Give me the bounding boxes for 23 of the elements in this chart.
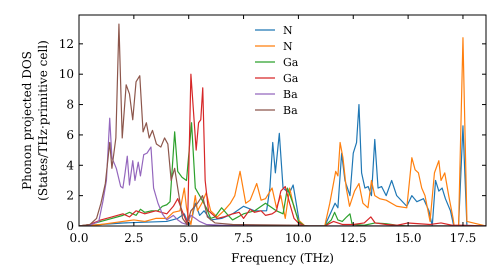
x-axis-title: Frequency (THz) — [231, 251, 334, 265]
y-tick-label: 6 — [66, 128, 74, 142]
x-tick-label: 0.0 — [69, 231, 89, 245]
legend-label: N — [283, 40, 293, 53]
x-tick-label: 5.0 — [179, 231, 198, 245]
legend-label: Ba — [283, 104, 298, 117]
legend-label: Ba — [283, 88, 298, 101]
y-tick-label: 0 — [66, 219, 74, 233]
legend-label: Ga — [283, 72, 299, 85]
x-tick-label: 10.0 — [285, 231, 312, 245]
x-tick-label: 7.5 — [234, 231, 254, 245]
y-tick-label: 4 — [66, 158, 74, 172]
x-tick-label: 12.5 — [340, 231, 367, 245]
y-tick-label: 12 — [58, 36, 74, 51]
x-tick-label: 15.0 — [394, 231, 422, 245]
legend-label: Ga — [283, 56, 299, 69]
y-axis-title: Phonon projected DOS (States/THz·primitive cell) — [20, 40, 50, 201]
x-tick-label: 2.5 — [124, 231, 144, 245]
y-tick-label: 8 — [66, 98, 74, 112]
x-tick-label: 17.5 — [450, 231, 476, 245]
legend-label: N — [283, 24, 293, 37]
y-tick-label: 2 — [66, 188, 74, 203]
y-tick-label: 10 — [58, 67, 74, 82]
